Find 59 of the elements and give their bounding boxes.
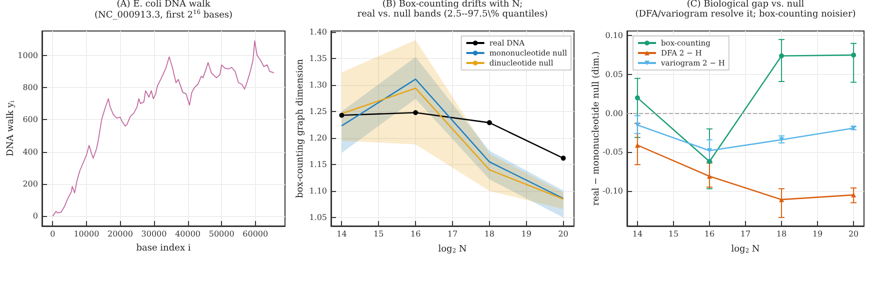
y-tick-label: 1.35 <box>309 54 327 64</box>
line-series <box>52 40 274 217</box>
x-tick-label: 16 <box>704 230 715 238</box>
x-tick-label: 60000 <box>242 230 268 238</box>
point <box>851 52 856 58</box>
y-tick-label: -0.10 <box>602 186 623 196</box>
y-tick-label: 1.40 <box>309 28 327 37</box>
y-tick-label: 0.05 <box>605 70 623 80</box>
x-tick-label: 20 <box>848 230 859 238</box>
y-tick-label: 400 <box>22 147 38 156</box>
y-tick-label: 800 <box>22 82 38 92</box>
x-tick-label: 30000 <box>141 230 167 238</box>
point <box>486 120 492 126</box>
x-tick-label: 50000 <box>208 230 234 238</box>
point <box>634 142 640 148</box>
chart-subtitle: real vs. null bands (2.5--97.5\% quantiles) <box>357 10 548 20</box>
x-tick-label: 20000 <box>107 230 133 238</box>
x-tick-label: 19 <box>812 230 823 238</box>
x-tick-label: 14 <box>632 230 643 238</box>
x-tick-label: 14 <box>336 230 347 238</box>
x-tick-label: 40000 <box>175 230 201 238</box>
x-tick-label: 17 <box>740 230 751 238</box>
y-tick-label: 0.10 <box>605 31 623 40</box>
chart-title: (B) Box-counting drifts with N; <box>382 0 523 10</box>
chart-title: (C) Biological gap vs. null <box>686 0 804 10</box>
point <box>634 95 640 100</box>
y-tick-label: 1.25 <box>309 107 327 116</box>
chart-subtitle: (DFA/variogram resolve it; box-counting noisier) <box>635 10 856 20</box>
y-axis-title: box-counting graph dimension <box>296 58 306 198</box>
point <box>560 156 566 161</box>
x-tick-label: 16 <box>410 230 421 238</box>
x-axis-title: base index i <box>136 244 191 254</box>
x-tick-label: 0 <box>50 230 56 238</box>
y-tick-label: 1.20 <box>309 134 327 143</box>
y-tick-label: 1.30 <box>309 80 327 90</box>
point <box>339 112 344 118</box>
chart-title: (A) E. coli DNA walk <box>116 0 211 10</box>
y-tick-label: 0.00 <box>605 108 623 118</box>
point <box>413 110 418 116</box>
x-tick-label: 17 <box>447 230 458 238</box>
x-tick-label: 19 <box>521 230 532 238</box>
y-tick-label: -0.05 <box>602 148 623 157</box>
y-tick-label: 1000 <box>18 50 38 60</box>
y-tick-label: 600 <box>22 115 38 124</box>
y-tick-label: 1.10 <box>309 186 327 196</box>
x-tick-label: 18 <box>776 230 787 238</box>
x-tick-label: 20 <box>558 230 568 238</box>
point <box>779 197 784 202</box>
y-tick-label: 1.05 <box>309 213 327 222</box>
point <box>779 53 784 58</box>
y-axis-title: real − mononucleotide null (dim.) <box>592 51 602 206</box>
x-tick-label: 15 <box>374 230 384 238</box>
y-tick-label: 1.15 <box>309 160 327 170</box>
x-tick-label: 15 <box>668 230 679 238</box>
x-tick-label: 18 <box>484 230 495 238</box>
point <box>851 192 856 198</box>
x-tick-label: 10000 <box>74 230 100 238</box>
y-tick-label: 0 <box>32 212 38 221</box>
y-tick-label: 200 <box>22 180 38 189</box>
